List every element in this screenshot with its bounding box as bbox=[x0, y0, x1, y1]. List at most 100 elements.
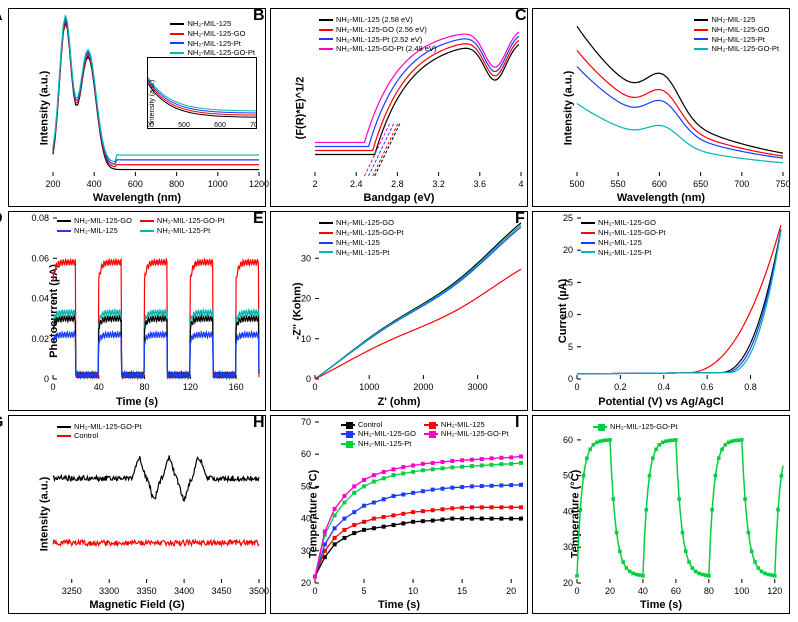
panel-A: A Intensity (a.u.) Wavelength (nm) 20040… bbox=[8, 8, 266, 207]
panel-I-legend: NH₂-MIL-125-GO-Pt bbox=[593, 422, 678, 432]
panel-F-label: F bbox=[515, 210, 525, 228]
svg-text:10: 10 bbox=[301, 334, 311, 344]
svg-text:10: 10 bbox=[408, 586, 418, 596]
panel-F-xlabel: Potential (V) vs Ag/AgCl bbox=[598, 396, 724, 408]
panel-A-inset: 400500600700Intensity (a.u.) bbox=[147, 57, 257, 129]
svg-text:800: 800 bbox=[169, 179, 184, 189]
panel-C-ylabel: Intensity (a.u.) bbox=[562, 70, 574, 145]
svg-text:0: 0 bbox=[306, 374, 311, 384]
svg-text:60: 60 bbox=[301, 449, 311, 459]
svg-text:0.08: 0.08 bbox=[31, 213, 49, 223]
svg-text:25: 25 bbox=[563, 213, 573, 223]
panel-C-xlabel: Wavelength (nm) bbox=[617, 192, 705, 204]
svg-text:5: 5 bbox=[362, 586, 367, 596]
svg-text:2000: 2000 bbox=[413, 382, 433, 392]
panel-D: D Photocurrent (µA) Time (s) 04080120160… bbox=[8, 211, 266, 410]
panel-G-legend: NH₂-MIL-125-GO-Pt Control bbox=[57, 422, 142, 442]
legend-mil: NH₂-MIL-125 bbox=[187, 19, 231, 29]
panel-H-legend: Control NH₂-MIL-125 NH₂-MIL-125-GO NH₂-M… bbox=[341, 420, 508, 449]
svg-text:40: 40 bbox=[638, 586, 648, 596]
svg-text:650: 650 bbox=[693, 179, 708, 189]
panel-C-label: C bbox=[515, 7, 527, 25]
panel-B-legend: NH₂-MIL-125 (2.58 eV)NH₂-MIL-125-GO (2.5… bbox=[319, 15, 436, 54]
svg-text:50: 50 bbox=[563, 470, 573, 480]
svg-text:550: 550 bbox=[611, 179, 626, 189]
svg-text:40: 40 bbox=[94, 382, 104, 392]
panel-I-xlabel: Time (s) bbox=[640, 599, 682, 611]
svg-text:600: 600 bbox=[214, 122, 226, 128]
panel-G-ylabel: Intensity (a.u.) bbox=[38, 477, 50, 552]
svg-text:0.8: 0.8 bbox=[744, 382, 757, 392]
svg-text:750: 750 bbox=[775, 179, 790, 189]
panel-E-ylabel: -Z'' (Kohm) bbox=[292, 282, 304, 339]
panel-D-plot: 0408012016000.020.040.060.08 bbox=[53, 218, 259, 379]
svg-text:160: 160 bbox=[229, 382, 244, 392]
svg-text:30: 30 bbox=[301, 254, 311, 264]
svg-text:1200: 1200 bbox=[249, 179, 269, 189]
svg-text:1000: 1000 bbox=[208, 179, 228, 189]
svg-text:15: 15 bbox=[563, 278, 573, 288]
svg-text:5: 5 bbox=[568, 342, 573, 352]
svg-text:0.04: 0.04 bbox=[31, 294, 49, 304]
panel-F: F Current (µA) Potential (V) vs Ag/AgCl … bbox=[532, 211, 790, 410]
panel-A-ylabel: Intensity (a.u.) bbox=[38, 70, 50, 145]
svg-text:2.8: 2.8 bbox=[391, 179, 404, 189]
svg-text:3400: 3400 bbox=[174, 586, 194, 596]
svg-text:400: 400 bbox=[87, 179, 102, 189]
svg-text:700: 700 bbox=[250, 122, 256, 128]
svg-text:2.4: 2.4 bbox=[350, 179, 363, 189]
svg-text:200: 200 bbox=[45, 179, 60, 189]
panel-C: C Intensity (a.u.) Wavelength (nm) 50055… bbox=[532, 8, 790, 207]
svg-text:0: 0 bbox=[50, 382, 55, 392]
panel-E-xlabel: Z' (ohm) bbox=[378, 396, 421, 408]
svg-text:40: 40 bbox=[563, 506, 573, 516]
svg-text:0: 0 bbox=[312, 382, 317, 392]
svg-text:0: 0 bbox=[574, 382, 579, 392]
svg-text:30: 30 bbox=[563, 542, 573, 552]
legend-gopt: NH₂-MIL-125-GO-Pt bbox=[187, 48, 255, 58]
svg-text:10: 10 bbox=[563, 310, 573, 320]
svg-text:20: 20 bbox=[506, 586, 516, 596]
panel-F-legend: NH₂-MIL-125-GO NH₂-MIL-125-GO-Pt NH₂-MIL… bbox=[581, 218, 666, 257]
panel-G: G Intensity (a.u.) Magnetic Field (G) 32… bbox=[8, 415, 266, 614]
panel-I-plot: 0204060801001202030405060 bbox=[577, 422, 783, 583]
svg-text:4: 4 bbox=[518, 179, 523, 189]
panel-D-xlabel: Time (s) bbox=[116, 396, 158, 408]
svg-text:0: 0 bbox=[568, 374, 573, 384]
panel-B-ylabel: (F(R)*E)^1/2 bbox=[294, 76, 306, 139]
svg-text:80: 80 bbox=[704, 586, 714, 596]
panel-E-label: E bbox=[253, 210, 264, 228]
panel-G-label: G bbox=[0, 414, 3, 432]
svg-text:600: 600 bbox=[128, 179, 143, 189]
figure-grid: A Intensity (a.u.) Wavelength (nm) 20040… bbox=[8, 8, 790, 614]
svg-text:0: 0 bbox=[44, 374, 49, 384]
panel-A-legend: NH₂-MIL-125 NH₂-MIL-125-GO NH₂-MIL-125-P… bbox=[170, 19, 255, 58]
svg-text:3.6: 3.6 bbox=[474, 179, 487, 189]
svg-text:Intensity (a.u.): Intensity (a.u.) bbox=[149, 80, 156, 124]
panel-E: E -Z'' (Kohm) Z' (ohm) 01000200030000102… bbox=[270, 211, 528, 410]
panel-G-xlabel: Magnetic Field (G) bbox=[89, 599, 184, 611]
panel-H-xlabel: Time (s) bbox=[378, 599, 420, 611]
svg-text:60: 60 bbox=[563, 435, 573, 445]
panel-I: I Temperature (°C) Time (s) 020406080100… bbox=[532, 415, 790, 614]
svg-text:3500: 3500 bbox=[249, 586, 269, 596]
panel-B: B (F(R)*E)^1/2 Bandgap (eV) 22.42.83.23.… bbox=[270, 8, 528, 207]
svg-text:3300: 3300 bbox=[99, 586, 119, 596]
panel-D-label: D bbox=[0, 210, 3, 228]
svg-text:100: 100 bbox=[734, 586, 749, 596]
legend-pt: NH₂-MIL-125-Pt bbox=[187, 39, 240, 49]
panel-A-inset-plot: 400500600700Intensity (a.u.) bbox=[148, 58, 256, 128]
svg-text:120: 120 bbox=[767, 586, 782, 596]
svg-text:20: 20 bbox=[301, 578, 311, 588]
svg-text:20: 20 bbox=[563, 578, 573, 588]
svg-text:120: 120 bbox=[183, 382, 198, 392]
panel-H: H Temperature (°C) Time (s) 051015202030… bbox=[270, 415, 528, 614]
svg-text:20: 20 bbox=[301, 294, 311, 304]
svg-text:50: 50 bbox=[301, 481, 311, 491]
svg-text:0.2: 0.2 bbox=[614, 382, 627, 392]
svg-text:80: 80 bbox=[140, 382, 150, 392]
legend-go: NH₂-MIL-125-GO bbox=[187, 29, 245, 39]
panel-A-label: A bbox=[0, 7, 3, 25]
svg-text:15: 15 bbox=[457, 586, 467, 596]
svg-text:0.4: 0.4 bbox=[657, 382, 670, 392]
